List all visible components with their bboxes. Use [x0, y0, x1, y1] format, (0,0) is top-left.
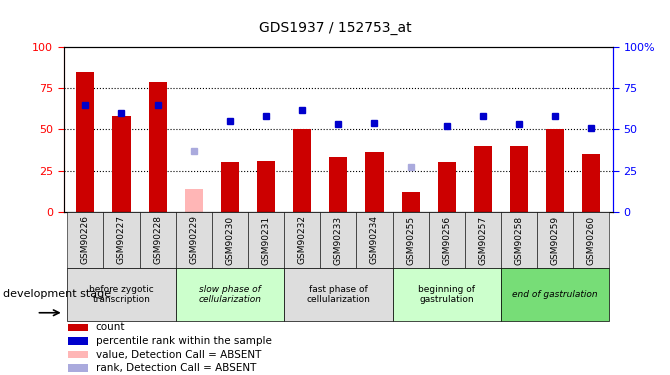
Text: GSM90227: GSM90227	[117, 216, 126, 264]
Bar	[429, 212, 465, 268]
Text: GSM90231: GSM90231	[261, 215, 271, 265]
Text: GSM90255: GSM90255	[406, 215, 415, 265]
Bar	[68, 364, 88, 372]
Bar	[393, 212, 429, 268]
Text: beginning of
gastrulation: beginning of gastrulation	[418, 285, 475, 304]
Bar	[221, 162, 239, 212]
Bar	[365, 153, 383, 212]
Text: before zygotic
transcription: before zygotic transcription	[89, 285, 154, 304]
Bar	[293, 129, 312, 212]
Text: GDS1937 / 152753_at: GDS1937 / 152753_at	[259, 21, 411, 34]
Text: rank, Detection Call = ABSENT: rank, Detection Call = ABSENT	[96, 363, 256, 373]
Text: development stage: development stage	[3, 290, 111, 299]
Bar	[501, 268, 610, 321]
Bar	[393, 268, 501, 321]
Bar	[68, 351, 88, 358]
Bar	[284, 212, 320, 268]
Bar	[582, 154, 600, 212]
Text: GSM90256: GSM90256	[442, 215, 452, 265]
Text: fast phase of
cellularization: fast phase of cellularization	[306, 285, 371, 304]
Text: GSM90257: GSM90257	[478, 215, 488, 265]
Text: percentile rank within the sample: percentile rank within the sample	[96, 336, 272, 346]
Bar	[248, 212, 284, 268]
Text: GSM90260: GSM90260	[587, 215, 596, 265]
Bar	[284, 268, 393, 321]
Text: GSM90258: GSM90258	[515, 215, 523, 265]
Bar	[546, 129, 564, 212]
Bar	[257, 161, 275, 212]
Bar	[330, 158, 347, 212]
Bar	[212, 212, 248, 268]
Bar	[320, 212, 356, 268]
Bar	[176, 268, 284, 321]
Text: GSM90230: GSM90230	[225, 215, 234, 265]
Bar	[67, 268, 176, 321]
Bar	[356, 212, 393, 268]
Bar	[76, 72, 94, 212]
Text: slow phase of
cellularization: slow phase of cellularization	[198, 285, 261, 304]
Text: GSM90232: GSM90232	[297, 216, 307, 264]
Bar	[474, 146, 492, 212]
Bar	[574, 212, 610, 268]
Text: GSM90233: GSM90233	[334, 215, 343, 265]
Bar	[149, 81, 167, 212]
Bar	[438, 162, 456, 212]
Bar	[139, 212, 176, 268]
Bar	[103, 212, 139, 268]
Text: GSM90259: GSM90259	[551, 215, 559, 265]
Text: end of gastrulation: end of gastrulation	[513, 290, 598, 299]
Bar	[176, 212, 212, 268]
Bar	[465, 212, 501, 268]
Text: GSM90229: GSM90229	[189, 216, 198, 264]
Text: value, Detection Call = ABSENT: value, Detection Call = ABSENT	[96, 350, 261, 360]
Bar	[510, 146, 528, 212]
Text: GSM90226: GSM90226	[81, 216, 90, 264]
Bar	[185, 189, 203, 212]
Bar	[67, 212, 103, 268]
Bar	[501, 212, 537, 268]
Text: count: count	[96, 322, 125, 332]
Text: GSM90228: GSM90228	[153, 216, 162, 264]
Bar	[68, 324, 88, 331]
Bar	[113, 116, 131, 212]
Text: GSM90234: GSM90234	[370, 216, 379, 264]
Bar	[401, 192, 419, 212]
Bar	[537, 212, 574, 268]
Bar	[68, 337, 88, 345]
